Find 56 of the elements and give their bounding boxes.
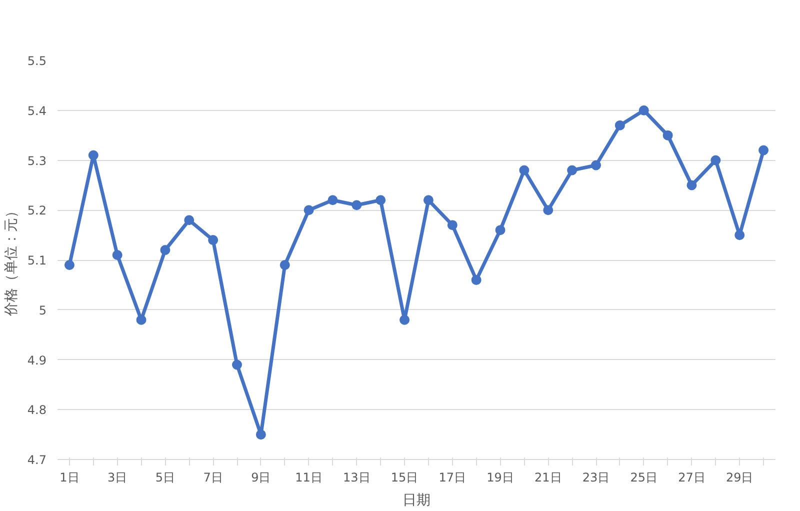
y-tick-label: 5.5 bbox=[27, 54, 47, 68]
point bbox=[423, 195, 434, 206]
point bbox=[543, 205, 554, 216]
point bbox=[136, 314, 146, 325]
y-tick-label: 4.7 bbox=[27, 453, 47, 467]
x-tick-label: 17日 bbox=[438, 470, 466, 484]
point bbox=[710, 155, 721, 166]
point bbox=[447, 220, 458, 230]
point bbox=[208, 235, 218, 246]
x-axis-title: 日期 bbox=[402, 492, 430, 508]
y-tick-label: 5.3 bbox=[27, 154, 47, 168]
point bbox=[662, 130, 673, 140]
point bbox=[184, 215, 194, 226]
y-axis-title: 价格（单位：元） bbox=[3, 204, 20, 317]
x-tick-label: 13日 bbox=[343, 470, 370, 484]
point bbox=[376, 195, 386, 206]
y-tick-label: 4.9 bbox=[27, 353, 47, 368]
y-tick-label: 5.1 bbox=[27, 254, 47, 268]
point bbox=[112, 250, 122, 260]
y-tick-label: 5.2 bbox=[27, 204, 47, 218]
x-tick-label: 7日 bbox=[203, 470, 223, 484]
x-tick-label: 19日 bbox=[486, 470, 514, 484]
point bbox=[638, 105, 649, 116]
point bbox=[614, 120, 625, 130]
point bbox=[734, 230, 745, 240]
y-tick-label: 4.8 bbox=[27, 403, 47, 418]
point bbox=[400, 314, 410, 325]
point bbox=[64, 260, 74, 270]
point bbox=[686, 180, 697, 190]
x-tick-label: 25日 bbox=[630, 470, 658, 484]
point bbox=[304, 205, 314, 216]
x-tick-label: 11日 bbox=[295, 470, 322, 484]
x-tick-label: 21日 bbox=[534, 470, 562, 484]
point bbox=[495, 225, 506, 236]
x-tick-label: 15日 bbox=[390, 470, 418, 484]
point bbox=[160, 245, 170, 256]
x-tick-label: 23日 bbox=[582, 470, 610, 484]
y-tick-label: 5.4 bbox=[27, 104, 47, 118]
x-tick-label: 5日 bbox=[155, 470, 176, 484]
point bbox=[519, 165, 530, 176]
x-tick-label: 1日 bbox=[60, 470, 80, 484]
x-tick-label: 27日 bbox=[678, 470, 706, 484]
x-tick-label: 9日 bbox=[251, 470, 271, 484]
point bbox=[88, 150, 98, 160]
x-tick-label: 3日 bbox=[108, 470, 128, 484]
y-tick-label: 5 bbox=[38, 303, 47, 318]
point bbox=[232, 360, 242, 370]
point bbox=[328, 195, 338, 206]
point bbox=[591, 160, 601, 170]
point bbox=[256, 430, 266, 440]
x-tick-label: 29日 bbox=[726, 470, 754, 484]
point bbox=[758, 145, 769, 156]
point bbox=[567, 165, 578, 176]
point bbox=[471, 274, 482, 285]
point bbox=[280, 260, 290, 270]
point bbox=[352, 200, 362, 210]
